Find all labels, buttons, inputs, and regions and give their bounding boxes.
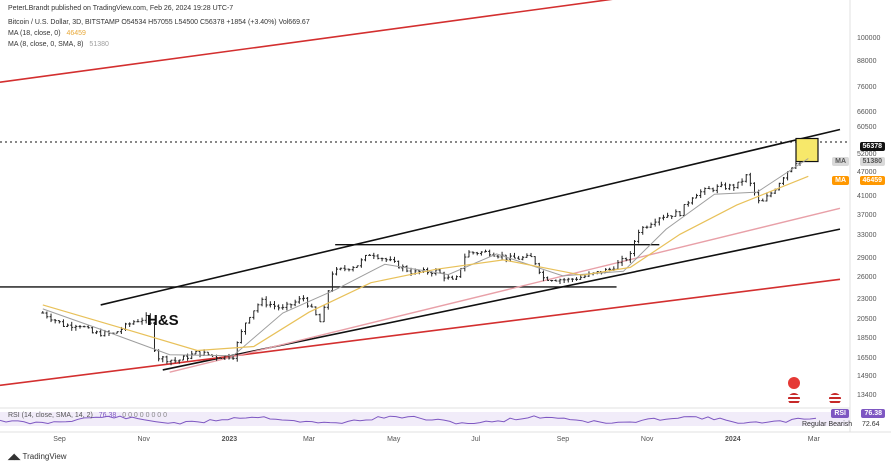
rsi-signal-value: 72.64: [862, 421, 880, 428]
ma8-legend: MA (8, close, 0, SMA, 8) 51380: [8, 40, 109, 50]
trendlines: [0, 0, 850, 387]
pattern-annotation: H&S: [147, 312, 179, 329]
y-tick-label: 23000: [857, 296, 877, 304]
publisher-line: PeterLBrandt published on TradingView.co…: [8, 5, 234, 12]
x-tick-label: May: [387, 436, 401, 443]
red-lower-line: [0, 278, 841, 387]
us-flag-icon[interactable]: [788, 393, 800, 405]
y-tick-label: 41000: [857, 193, 877, 201]
x-tick-label: Sep: [556, 436, 570, 443]
x-tick-label: 2023: [221, 436, 238, 443]
last-bars-highlight: [795, 137, 819, 163]
us-flag-icon[interactable]: [829, 393, 841, 405]
ma18-value: 46459: [66, 30, 86, 37]
upper-channel-line: [100, 128, 841, 306]
x-tick-label: Mar: [302, 436, 316, 443]
rsi-label: RSI (14, close, SMA, 14, 2): [8, 412, 93, 419]
x-tick-label: 2024: [725, 436, 741, 443]
chart-grid: [0, 0, 891, 433]
y-tick-label: 13400: [857, 391, 877, 399]
x-tick-label: Nov: [640, 436, 654, 443]
rsi-value-tag-label: RSI: [831, 409, 849, 418]
tradingview-logo[interactable]: ◢◣ TradingView: [8, 452, 67, 461]
rsi-legend: RSI (14, close, SMA, 14, 2) 76.38 0 0 0 …: [8, 411, 167, 421]
symbol-ohlc-line: Bitcoin / U.S. Dollar, 3D, BITSTAMP O545…: [8, 19, 310, 26]
y-tick-label: 60500: [857, 124, 877, 132]
y-tick-label: 16500: [857, 354, 877, 362]
rsi-line: [0, 415, 817, 425]
ma8-value: 51380: [89, 41, 109, 48]
ma18-price-tag-label: MA: [832, 176, 849, 185]
ma8-price-tag: 51380: [859, 157, 885, 166]
rsi-flags: 0 0 0 0 0 0 0 0: [122, 412, 168, 419]
y-tick-label: 20500: [857, 316, 877, 324]
x-tick-label: Nov: [137, 436, 150, 443]
y-tick-label: 88000: [857, 58, 877, 66]
y-tick-label: 29000: [857, 254, 877, 262]
y-tick-label: 14900: [857, 373, 877, 381]
red-upper-line: [0, 0, 613, 83]
y-tick-label: 37000: [857, 211, 877, 219]
y-tick-label: 52000: [857, 151, 877, 159]
y-tick-label: 26000: [857, 274, 877, 282]
y-tick-label: 76000: [857, 84, 877, 92]
y-tick-label: 47000: [857, 169, 877, 177]
last-price-tag: 56378: [859, 142, 885, 151]
pink-mid-line: [169, 207, 841, 373]
rsi-legend-value: 76.38: [98, 412, 117, 419]
ma18-label: MA (18, close, 0): [8, 30, 61, 37]
flash-icon[interactable]: [788, 377, 800, 389]
rsi-band: [0, 412, 850, 426]
x-tick-label: Jul: [471, 436, 481, 443]
y-tick-label: 66000: [857, 109, 877, 117]
ma18-line: [42, 175, 809, 352]
y-tick-label: 100000: [857, 35, 881, 43]
ma18-price-tag: 46459: [859, 176, 885, 185]
rsi-value-tag: 76.38: [861, 409, 885, 418]
ma8-label: MA (8, close, 0, SMA, 8): [8, 41, 84, 48]
ma8-price-tag-label: MA: [832, 157, 849, 166]
footer-brand: TradingView: [22, 452, 67, 461]
rsi-signal-label: Regular Bearish: [802, 421, 853, 428]
x-tick-label: Mar: [807, 436, 820, 443]
x-tick-label: Sep: [53, 436, 66, 443]
ma8-line: [42, 158, 809, 357]
ma18-legend: MA (18, close, 0) 46459: [8, 29, 86, 39]
rsi-panel: [0, 412, 850, 426]
y-tick-label: 18500: [857, 334, 877, 342]
ohlc-bars: [41, 137, 819, 366]
moving-averages: [42, 158, 809, 357]
y-tick-label: 33000: [857, 232, 877, 239]
